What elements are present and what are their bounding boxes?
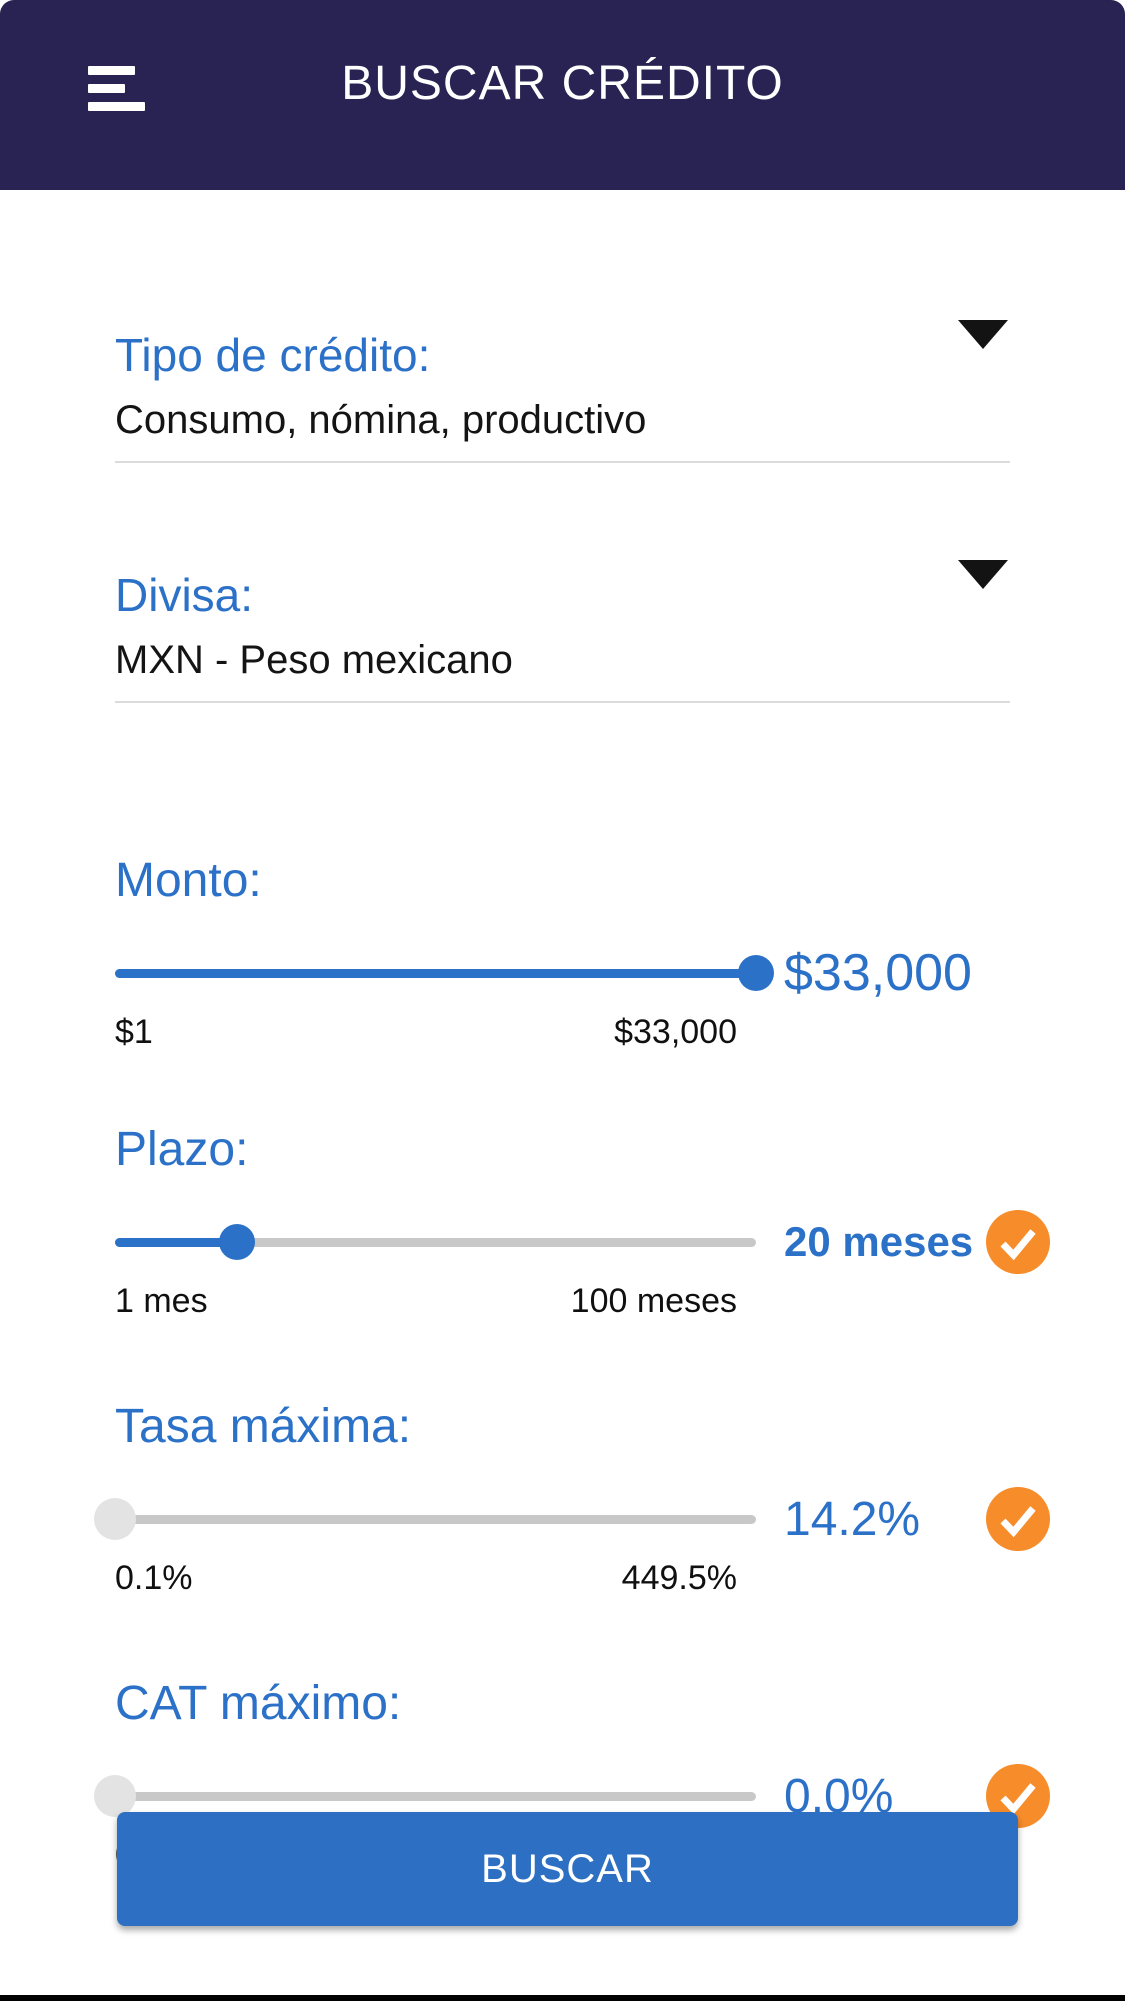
slider-thumb[interactable] — [738, 955, 774, 991]
buscar-button[interactable]: BUSCAR — [117, 1812, 1018, 1926]
monto-min-label: $1 — [115, 1013, 153, 1051]
slider-thumb[interactable] — [94, 1775, 136, 1817]
bottom-edge-bar — [0, 1995, 1125, 2001]
slider-section-plazo: Plazo: 20 meses 1 mes 100 meses — [115, 1122, 1050, 1321]
divisa-label: Divisa: — [115, 569, 254, 621]
tasa-max-label: 449.5% — [621, 1559, 737, 1597]
slider-thumb[interactable] — [94, 1498, 136, 1540]
slider-section-monto: Monto: $33,000 $1 $33,000 — [115, 853, 1050, 1052]
monto-label: Monto: — [115, 854, 262, 907]
divisa-select[interactable]: MXN - Peso mexicano — [115, 622, 1010, 703]
chevron-down-icon[interactable] — [958, 320, 1008, 349]
cat-maximo-label: CAT máximo: — [115, 1677, 402, 1730]
page-title: BUSCAR CRÉDITO — [341, 57, 784, 110]
form-content: Tipo de crédito: Consumo, nómina, produc… — [0, 190, 1125, 1875]
slider-track[interactable] — [115, 1792, 756, 1801]
slider-fill — [115, 969, 756, 978]
tasa-maxima-label: Tasa máxima: — [115, 1400, 412, 1453]
tipo-credito-select[interactable]: Consumo, nómina, productivo — [115, 382, 1010, 463]
plazo-min-label: 1 mes — [115, 1282, 208, 1320]
slider-fill — [115, 1238, 237, 1247]
plazo-max-label: 100 meses — [570, 1282, 737, 1320]
hamburger-icon — [88, 83, 125, 93]
chevron-down-icon[interactable] — [958, 560, 1008, 589]
tasa-maxima-slider[interactable] — [94, 1497, 756, 1541]
plazo-label: Plazo: — [115, 1123, 249, 1176]
check-icon[interactable] — [986, 1487, 1050, 1551]
hamburger-icon — [88, 101, 145, 111]
slider-thumb[interactable] — [218, 1224, 255, 1260]
monto-max-label: $33,000 — [614, 1013, 737, 1051]
slider-track[interactable] — [115, 1238, 756, 1247]
check-icon[interactable] — [986, 1210, 1050, 1274]
plazo-slider[interactable] — [115, 1220, 756, 1264]
tipo-credito-label: Tipo de crédito: — [115, 329, 431, 381]
field-tipo-credito: Tipo de crédito: Consumo, nómina, produc… — [115, 320, 1010, 463]
slider-track[interactable] — [115, 1515, 756, 1524]
app-header: BUSCAR CRÉDITO — [0, 0, 1125, 190]
hamburger-icon — [88, 65, 135, 75]
field-divisa: Divisa: MXN - Peso mexicano — [115, 560, 1010, 703]
plazo-value: 20 meses — [784, 1218, 974, 1265]
monto-value: $33,000 — [784, 944, 972, 1002]
hamburger-menu-button[interactable] — [88, 62, 148, 114]
cat-maximo-slider[interactable] — [94, 1774, 756, 1818]
monto-slider[interactable] — [115, 951, 774, 995]
tasa-min-label: 0.1% — [115, 1559, 193, 1597]
tasa-maxima-value: 14.2% — [784, 1492, 921, 1546]
slider-section-tasa-maxima: Tasa máxima: 14.2% 0.1% 449.5% — [94, 1399, 1050, 1598]
